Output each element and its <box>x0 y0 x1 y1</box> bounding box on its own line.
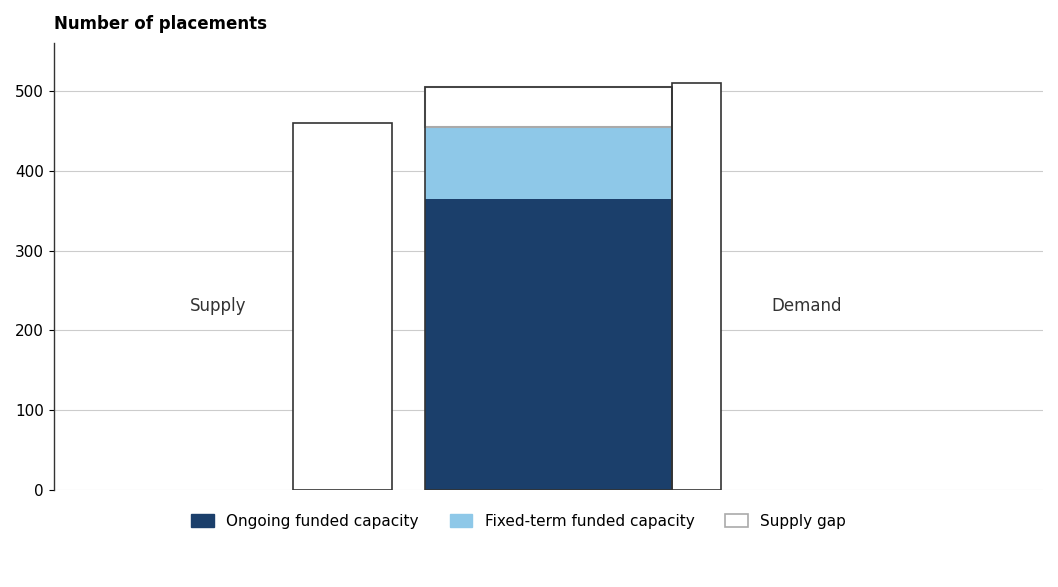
Bar <box>424 87 672 127</box>
Bar <box>424 198 672 490</box>
Bar <box>424 127 672 198</box>
Text: Supply: Supply <box>190 298 247 315</box>
Bar <box>293 123 391 490</box>
Bar <box>672 83 722 490</box>
Text: Demand: Demand <box>771 298 841 315</box>
Text: Number of placements: Number of placements <box>54 15 267 33</box>
Bar <box>424 87 672 490</box>
Legend: Ongoing funded capacity, Fixed-term funded capacity, Supply gap: Ongoing funded capacity, Fixed-term fund… <box>184 506 854 536</box>
